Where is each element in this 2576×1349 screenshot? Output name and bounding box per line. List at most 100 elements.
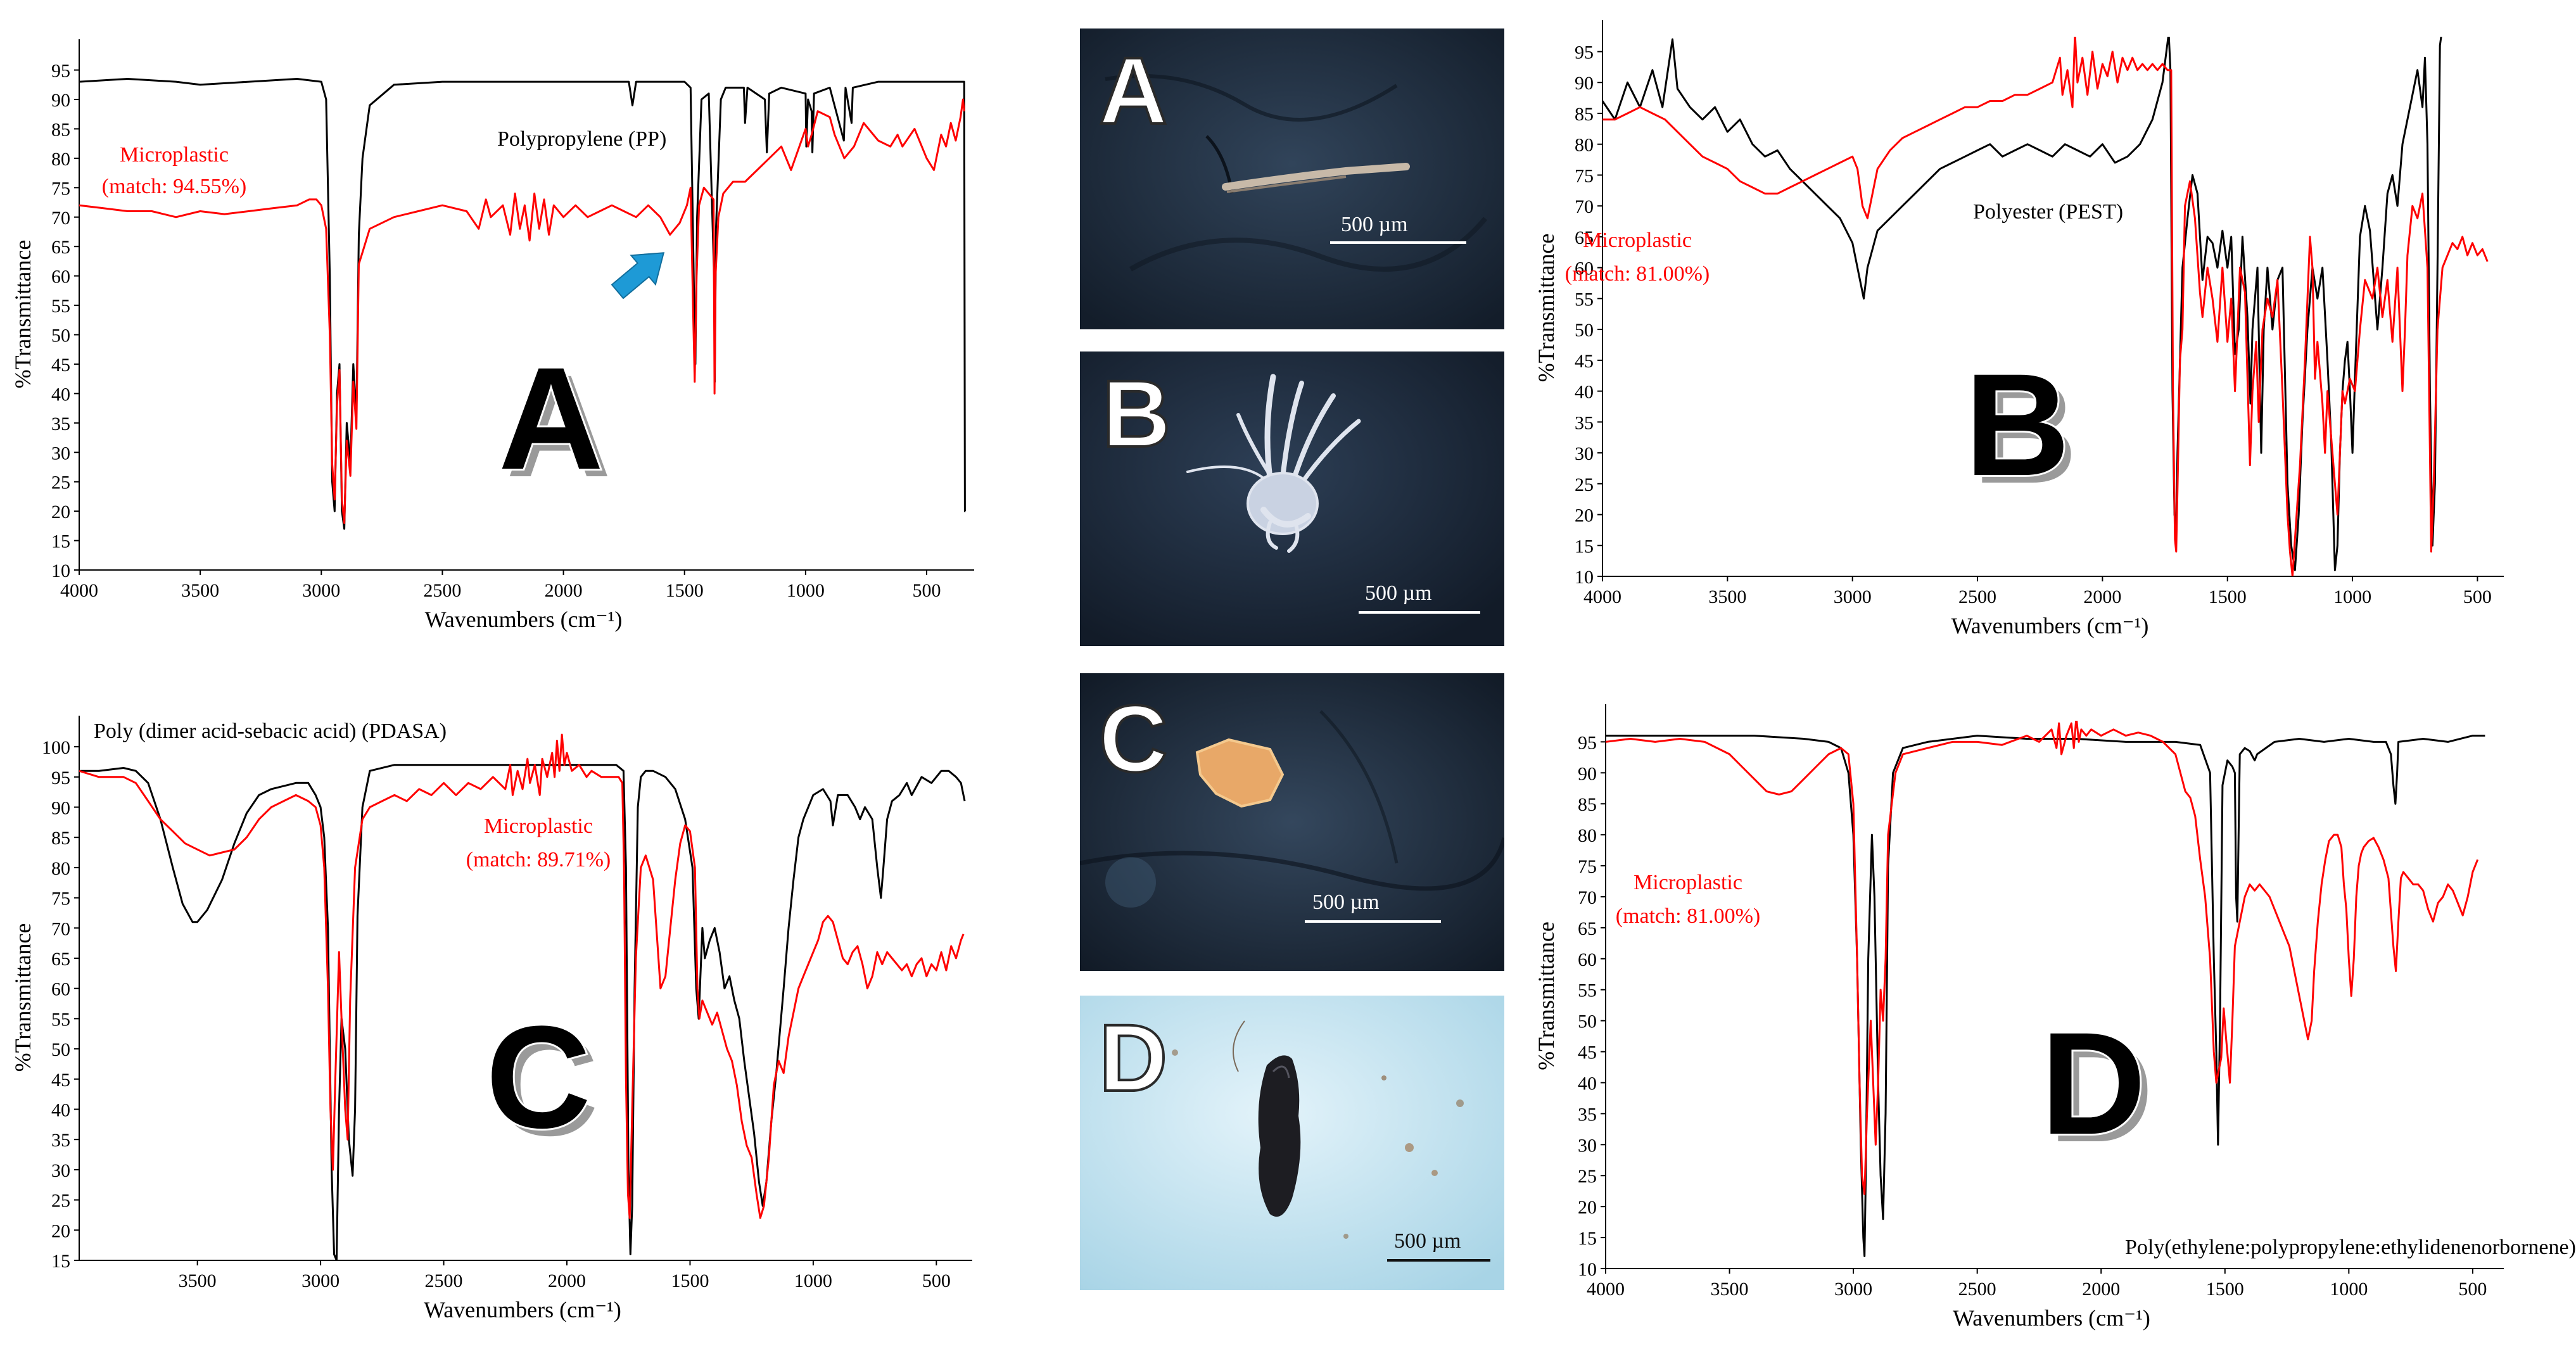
- microplastic-spectrum-line: [79, 98, 965, 524]
- x-tick-label: 4000: [60, 580, 98, 601]
- x-tick-label: 1000: [2330, 1279, 2368, 1300]
- y-tick-label: 60: [1578, 949, 1597, 970]
- spectrum-panel-d: 10 15 20 25 30 35 40 45 50 55 60 65 70 75 80 85 90 95 4000…: [1533, 704, 2576, 1331]
- y-tick-label: 95: [1578, 732, 1597, 753]
- match-score-label: (match: 89.71%): [466, 848, 611, 871]
- x-axis-label: Wavenumbers (cm⁻¹): [1951, 613, 2149, 638]
- y-tick-label: 30: [1575, 443, 1594, 464]
- x-tick-label: 3000: [1834, 1279, 1872, 1300]
- scale-bar-label: 500 µm: [1365, 581, 1432, 605]
- micrograph-a: A 500 µm: [1080, 28, 1504, 329]
- x-tick-label: 500: [913, 580, 941, 601]
- microplastic-label: Microplastic: [1583, 229, 1692, 252]
- y-tick-label: 85: [1575, 104, 1594, 125]
- scale-bar-label: 500 µm: [1394, 1229, 1461, 1253]
- y-tick-label: 10: [1578, 1259, 1597, 1280]
- y-tick-label: 45: [1575, 351, 1594, 372]
- spectrum-panel-a: 10 15 20 25 30 35 40 45 50 55 60 65 70 75 80 85 90 95 4000…: [10, 39, 974, 632]
- reference-polymer-label: Poly (dimer acid-sebacic acid) (PDASA): [94, 719, 447, 743]
- y-tick-label: 35: [1575, 412, 1594, 433]
- y-tick-label: 25: [1578, 1166, 1597, 1187]
- scale-bar-label: 500 µm: [1312, 890, 1380, 914]
- particle-dark-fragment: [1258, 1055, 1301, 1217]
- y-tick-label: 50: [51, 326, 70, 346]
- microplastic-spectrum-line: [79, 733, 965, 1219]
- x-tick-label: 1500: [666, 580, 704, 601]
- y-tick-label: 25: [1575, 474, 1594, 495]
- microplastic-spectrum-line: [1606, 721, 2479, 1196]
- x-tick-label: 2000: [548, 1270, 586, 1291]
- x-tick-label: 2500: [1958, 1279, 1996, 1300]
- y-axis-label: %Transmittance: [10, 240, 35, 389]
- x-tick-label: 1000: [787, 580, 825, 601]
- match-score-label: (match: 81.00%): [1565, 262, 1710, 286]
- y-tick-label: 15: [1578, 1228, 1597, 1249]
- reference-spectrum-line: [1602, 37, 2442, 571]
- micrograph-letter: A: [1099, 37, 1167, 144]
- y-tick-label: 40: [1578, 1073, 1597, 1094]
- panel-letter: C: [486, 996, 591, 1158]
- y-tick-label: 10: [1575, 567, 1594, 588]
- x-tick-label: 1000: [794, 1270, 832, 1291]
- y-tick-label: 50: [1578, 1011, 1597, 1032]
- x-tick-label: 2500: [1958, 586, 1996, 607]
- y-axis-label: %Transmittance: [10, 923, 35, 1072]
- x-tick-label: 3500: [181, 580, 219, 601]
- x-tick-label: 3000: [1834, 586, 1872, 607]
- y-tick-label: 30: [51, 1160, 70, 1181]
- reference-spectrum-line: [79, 764, 966, 1260]
- y-tick-label: 40: [51, 1099, 70, 1120]
- y-axis-label: %Transmittance: [1533, 234, 1559, 383]
- y-tick-label: 95: [51, 61, 70, 82]
- y-tick-label: 40: [1575, 382, 1594, 403]
- y-tick-label: 55: [1575, 289, 1594, 310]
- x-tick-label: 4000: [1583, 586, 1621, 607]
- y-tick-label: 85: [51, 119, 70, 140]
- y-tick-label: 25: [51, 1191, 70, 1212]
- y-tick-label: 20: [1578, 1197, 1597, 1218]
- x-tick-label: 500: [2458, 1279, 2487, 1300]
- y-tick-label: 25: [51, 472, 70, 493]
- y-tick-label: 70: [1575, 196, 1594, 217]
- particle-fibrous-bundle: [1186, 374, 1361, 553]
- y-tick-label: 70: [51, 208, 70, 229]
- y-tick-label: 70: [51, 918, 70, 939]
- y-tick-label: 45: [1578, 1042, 1597, 1063]
- x-axis-label: Wavenumbers (cm⁻¹): [425, 607, 623, 632]
- reference-polymer-label: Poly(ethylene:polypropylene:ethylideneno…: [2125, 1236, 2576, 1259]
- panel-letter: B: [1965, 343, 2070, 506]
- y-tick-label: 80: [1578, 825, 1597, 846]
- y-tick-label: 100: [42, 737, 70, 758]
- x-tick-label: 3500: [179, 1270, 217, 1291]
- y-tick-label: 60: [51, 979, 70, 1000]
- y-tick-label: 20: [1575, 505, 1594, 526]
- arrow-icon: [611, 252, 665, 300]
- y-tick-label: 85: [51, 828, 70, 849]
- spectrum-panel-b: 10 15 20 25 30 35 40 45 50 55 60 65 70 75 80 85 90 95 4000…: [1533, 20, 2504, 638]
- y-tick-label: 90: [1575, 73, 1594, 94]
- y-tick-label: 55: [1578, 980, 1597, 1001]
- y-tick-label: 90: [51, 90, 70, 111]
- y-tick-label: 20: [51, 1220, 70, 1241]
- scale-bar-label: 500 µm: [1341, 213, 1408, 236]
- micrograph-letter: C: [1099, 685, 1167, 792]
- reference-spectrum-line: [1606, 735, 2485, 1257]
- micrograph-letter: D: [1099, 1004, 1167, 1111]
- x-tick-label: 3000: [301, 1270, 339, 1291]
- match-score-label: (match: 94.55%): [102, 175, 247, 198]
- x-tick-label: 4000: [1587, 1279, 1625, 1300]
- y-tick-label: 35: [51, 414, 70, 434]
- microplastic-label: Microplastic: [484, 814, 593, 838]
- micrograph-letter: B: [1102, 360, 1171, 467]
- y-tick-label: 30: [51, 443, 70, 464]
- x-tick-label: 3500: [1708, 586, 1746, 607]
- y-tick-label: 75: [51, 889, 70, 909]
- panel-letter-shadow: C: [493, 1003, 599, 1166]
- x-tick-label: 1500: [2209, 586, 2247, 607]
- y-tick-label: 50: [1575, 320, 1594, 341]
- match-score-label: (match: 81.00%): [1616, 904, 1761, 928]
- panel-letter-shadow: D: [2048, 1010, 2154, 1172]
- y-tick-label: 15: [51, 531, 70, 552]
- x-tick-label: 2000: [2082, 1279, 2120, 1300]
- reference-polymer-label: Polypropylene (PP): [497, 127, 666, 151]
